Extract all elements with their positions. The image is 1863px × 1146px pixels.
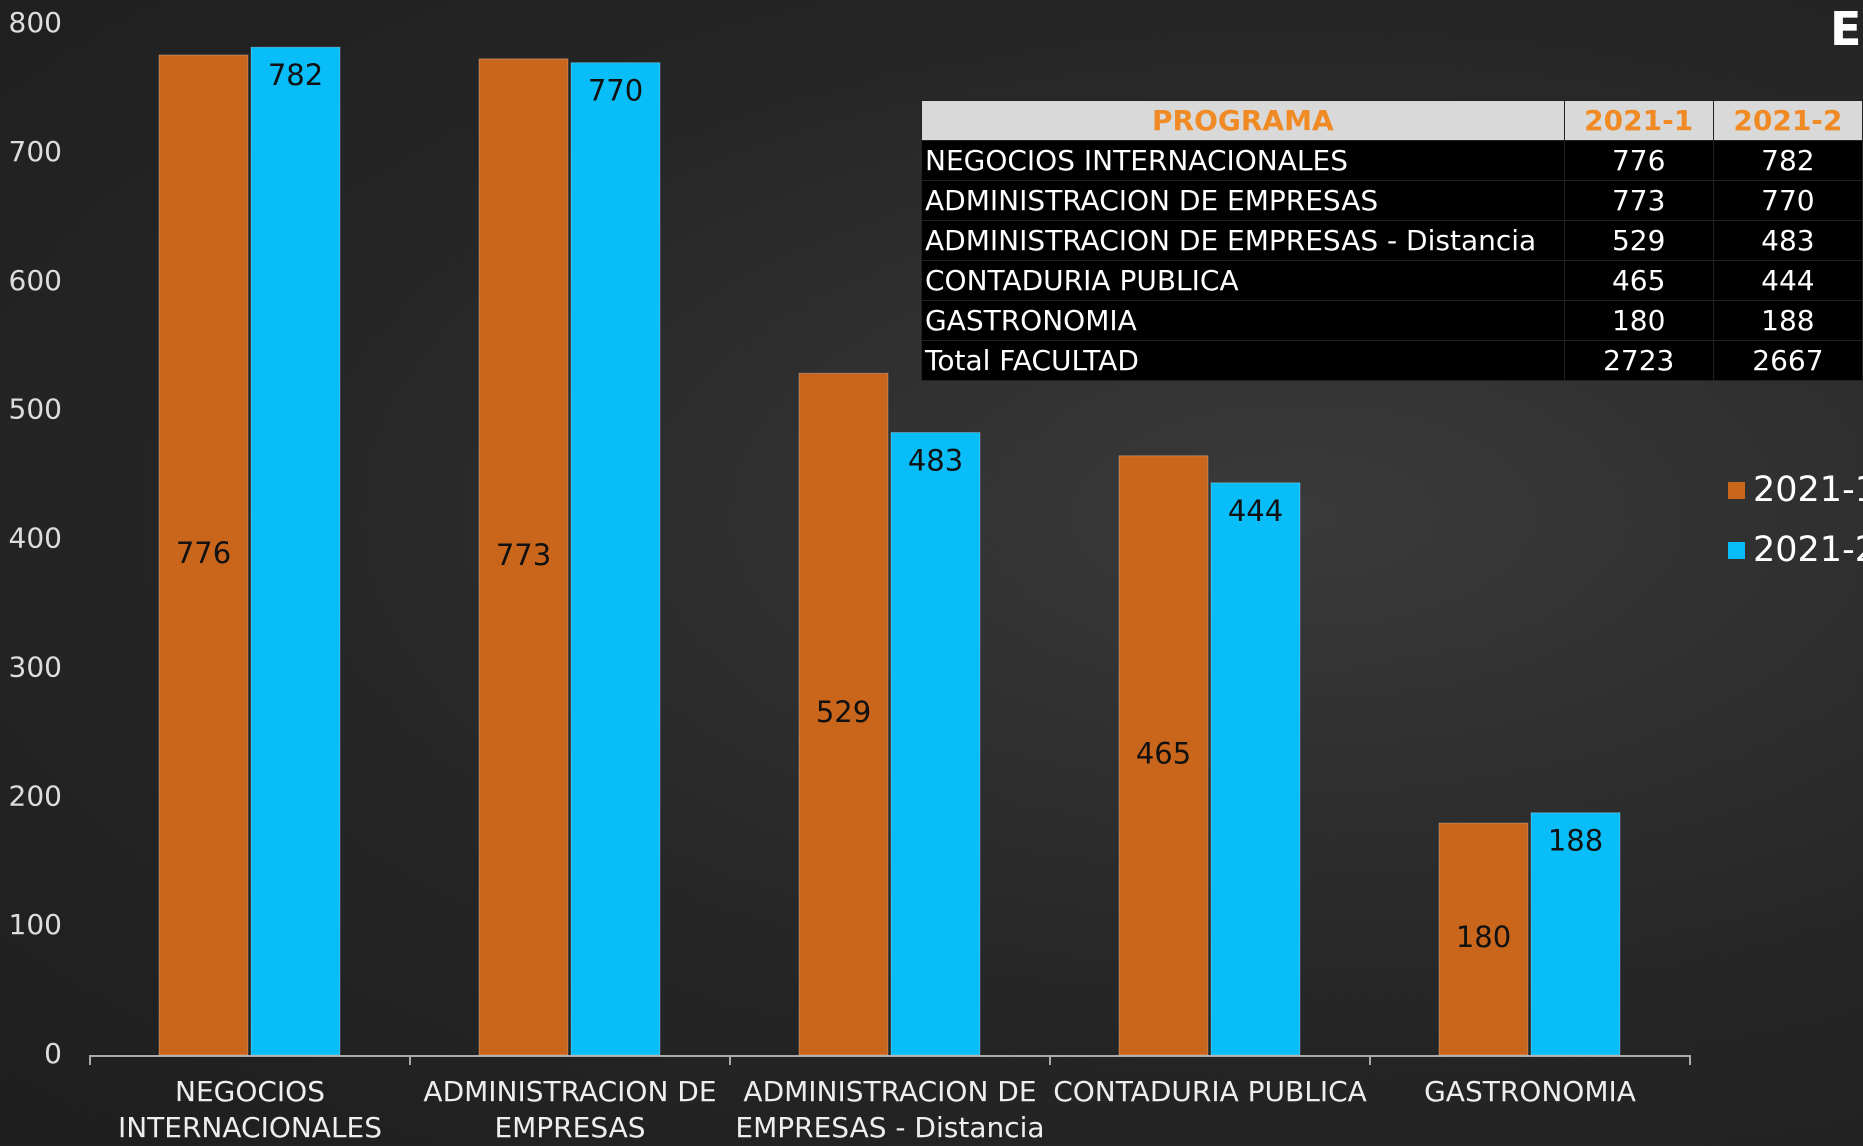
legend-item: 2021-2	[1728, 530, 1863, 570]
y-tick-label: 600	[9, 264, 62, 297]
table-row: GASTRONOMIA 180 188	[921, 300, 1863, 341]
y-tick-label: 700	[9, 135, 62, 168]
table-row: ADMINISTRACION DE EMPRESAS 773 770	[921, 180, 1863, 221]
value-label: 770	[588, 74, 643, 108]
legend-label: 2021-1	[1753, 470, 1863, 510]
bar	[570, 62, 661, 1056]
table-cell: 465	[1563, 260, 1714, 301]
value-label: 188	[1548, 824, 1603, 858]
value-label: 444	[1228, 494, 1283, 528]
table-row: Total FACULTAD 2723 2667	[921, 340, 1863, 381]
table-cell: 776	[1563, 140, 1714, 181]
bar	[1530, 812, 1621, 1056]
table-cell: 483	[1712, 220, 1863, 261]
data-table: PROGRAMA 2021-1 2021-2 NEGOCIOS INTERNACIO…	[921, 100, 1863, 381]
bar	[890, 432, 981, 1056]
x-tick-label: ADMINISTRACION DE EMPRESAS	[423, 1075, 717, 1144]
value-label: 483	[908, 444, 963, 478]
value-label: 529	[816, 695, 871, 729]
table-row: ADMINISTRACION DE EMPRESAS - Distancia 52…	[921, 220, 1863, 261]
table-cell: 2723	[1563, 340, 1714, 381]
y-tick-label: 0	[44, 1037, 62, 1070]
table-row: CONTADURIA PUBLICA 465 444	[921, 260, 1863, 301]
table-cell: NEGOCIOS INTERNACIONALES	[921, 140, 1565, 181]
bar	[1118, 455, 1209, 1056]
table-cell: 770	[1712, 180, 1863, 221]
value-label: 773	[496, 538, 551, 572]
table-cell: 180	[1563, 300, 1714, 341]
value-label: 776	[176, 536, 231, 570]
y-tick-label: 800	[9, 6, 62, 39]
y-tick-label: 300	[9, 650, 62, 683]
table-body: NEGOCIOS INTERNACIONALES 776 782 ADMINISTRA…	[921, 140, 1863, 381]
bar	[478, 58, 569, 1056]
table-cell: 2667	[1712, 340, 1863, 381]
legend-swatch	[1728, 481, 1745, 499]
legend-swatch	[1728, 541, 1745, 559]
table-cell: 529	[1563, 220, 1714, 261]
value-label: 465	[1136, 736, 1191, 770]
y-tick-label: 200	[9, 779, 62, 812]
table-header-cell: PROGRAMA	[921, 100, 1565, 141]
x-tick-label: ADMINISTRACION DE EMPRESAS - Distancia	[735, 1075, 1045, 1144]
table-cell: GASTRONOMIA	[921, 300, 1565, 341]
table-header-cell: 2021-2	[1712, 100, 1863, 141]
y-tick-label: 500	[9, 393, 62, 426]
table-cell: CONTADURIA PUBLICA	[921, 260, 1565, 301]
bar	[1210, 482, 1301, 1056]
y-tick-label: 100	[9, 908, 62, 941]
table-cell: 773	[1563, 180, 1714, 221]
table-cell: 188	[1712, 300, 1863, 341]
legend-label: 2021-2	[1753, 530, 1863, 570]
bar	[1438, 822, 1529, 1056]
value-label: 782	[268, 58, 323, 92]
table-cell: ADMINISTRACION DE EMPRESAS - Distancia	[921, 220, 1565, 261]
table-cell: Total FACULTAD	[921, 340, 1565, 381]
legend-item: 2021-1	[1728, 470, 1863, 510]
x-tick-label: NEGOCIOS INTERNACIONALES	[117, 1075, 383, 1144]
bar	[250, 46, 341, 1056]
x-tick-label: CONTADURIA PUBLICA	[1053, 1075, 1367, 1108]
table-header-cell: 2021-1	[1563, 100, 1714, 141]
table-cell: 444	[1712, 260, 1863, 301]
table-row: NEGOCIOS INTERNACIONALES 776 782	[921, 140, 1863, 181]
x-tick-label: GASTRONOMIA	[1424, 1075, 1636, 1108]
bar	[158, 54, 249, 1056]
value-label: 180	[1456, 920, 1511, 954]
bar	[798, 372, 889, 1056]
title: E	[1830, 2, 1862, 56]
table-cell: ADMINISTRACION DE EMPRESAS	[921, 180, 1565, 221]
table-cell: 782	[1712, 140, 1863, 181]
y-tick-label: 400	[9, 522, 62, 555]
table-header: PROGRAMA 2021-1 2021-2	[921, 100, 1863, 141]
